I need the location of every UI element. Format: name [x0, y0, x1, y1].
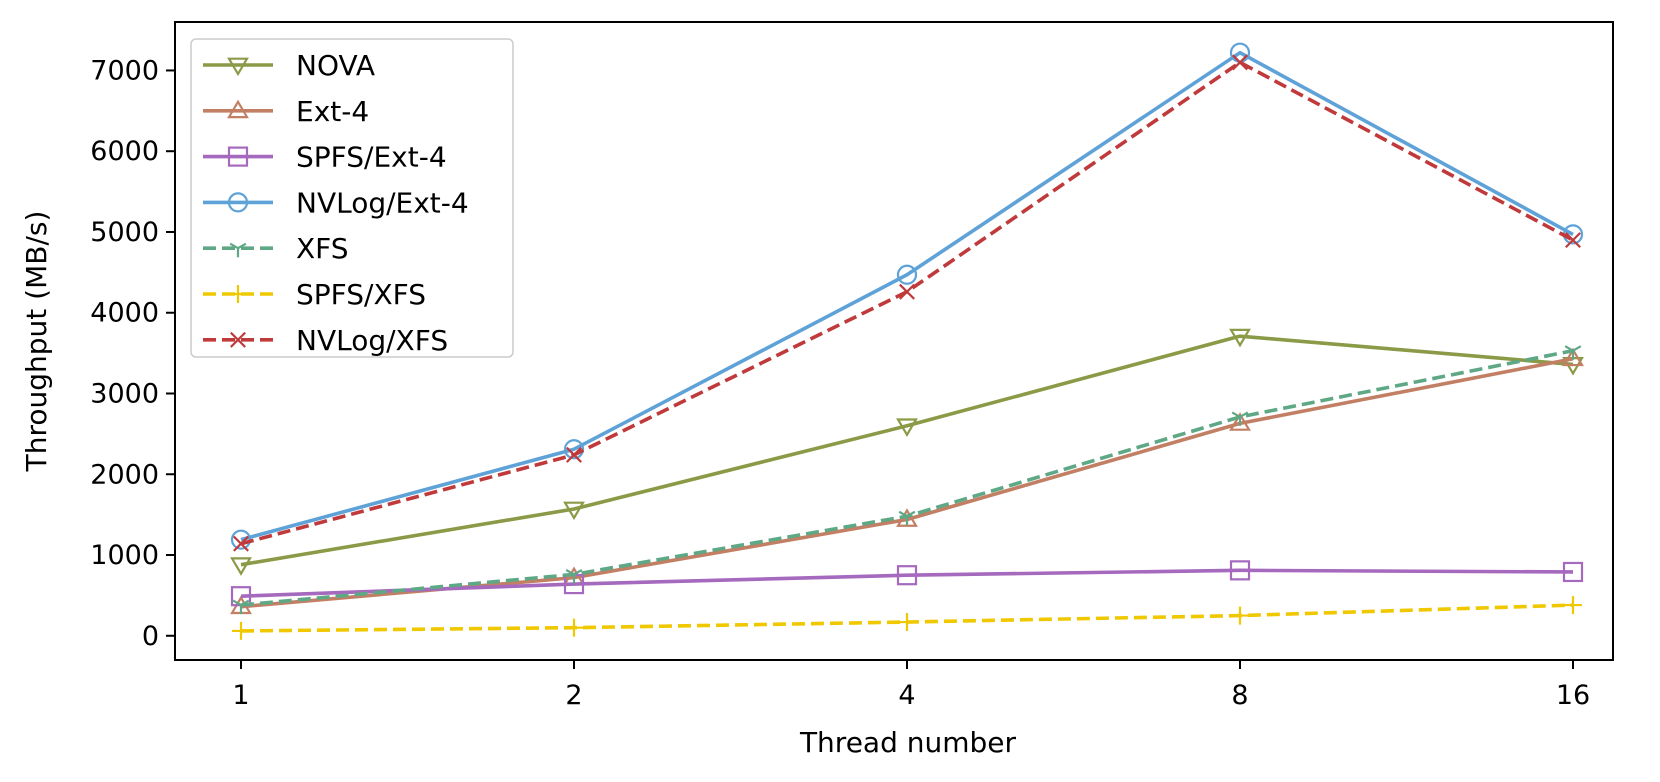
series-2-point-2	[896, 565, 918, 586]
y-tick-label-6: 6000	[90, 136, 159, 167]
series-0-point-3	[1229, 328, 1251, 348]
y-tick-label-5: 5000	[90, 217, 159, 248]
series-2-point-4	[1562, 561, 1584, 583]
y-tick-label-4: 4000	[90, 298, 159, 329]
x-tick-label-3: 8	[1231, 680, 1248, 711]
y-tick-label-0: 0	[142, 621, 159, 652]
series-4-point-4	[1564, 345, 1582, 360]
legend-entry-1: Ext-4	[203, 95, 369, 128]
series-1-point-3	[1229, 412, 1251, 431]
x-tick-label-1: 2	[565, 680, 582, 711]
series-4-point-1	[565, 568, 583, 584]
legend-marker-5	[229, 285, 247, 303]
series-2-point-3	[1229, 560, 1251, 581]
series-6-point-2	[899, 283, 915, 300]
series-4-point-3	[1231, 411, 1249, 426]
series-4-point-2	[898, 510, 916, 526]
legend-marker-2	[227, 146, 249, 167]
legend-entry-6: NVLog/XFS	[203, 324, 448, 357]
x-tick-label-4: 16	[1556, 680, 1590, 711]
y-tick-label-2: 2000	[90, 459, 159, 490]
series-5-point-2	[898, 613, 916, 632]
series-5-point-4	[1564, 596, 1582, 615]
legend-marker-0	[227, 57, 249, 77]
x-axis-label: Thread number	[799, 726, 1017, 759]
series-line-3	[240, 50, 1574, 542]
series-6	[233, 54, 1581, 552]
series-6-point-0	[233, 535, 249, 552]
legend-label-2: SPFS/Ext-4	[296, 141, 447, 174]
series-3-point-2	[896, 264, 918, 285]
series-line-2	[240, 568, 1574, 598]
legend-entry-0: NOVA	[203, 49, 375, 82]
legend-entry-2: SPFS/Ext-4	[203, 141, 447, 174]
series-4	[232, 345, 1582, 615]
legend-label-4: XFS	[296, 232, 349, 265]
x-tick-label-0: 1	[232, 680, 249, 711]
x-axis: 1 2 4 8 16	[232, 660, 1590, 711]
y-tick-label-3: 3000	[90, 378, 159, 409]
legend-entry-3: NVLog/Ext-4	[203, 186, 469, 219]
series-6-point-1	[566, 446, 582, 463]
series-0-point-2	[896, 418, 918, 437]
series-3	[230, 42, 1584, 550]
legend-marker-6	[230, 331, 246, 348]
legend-marker-3	[227, 192, 249, 213]
series-5-point-0	[232, 621, 250, 640]
legend-label-6: NVLog/XFS	[296, 324, 448, 357]
legend-label-1: Ext-4	[296, 95, 369, 128]
series-0-point-1	[563, 501, 585, 521]
legend-label-5: SPFS/XFS	[296, 278, 426, 311]
series-3-point-1	[563, 439, 585, 460]
series-6-point-4	[1565, 232, 1581, 249]
legend-marker-4	[229, 242, 247, 258]
x-tick-label-2: 4	[898, 680, 915, 711]
series-5-point-1	[565, 618, 583, 637]
series-layer	[230, 42, 1584, 640]
legend: NOVA Ext-4 SPFS/Ext-4 NVLog/Ext-4 XFS SPFS/XF…	[190, 38, 514, 358]
y-tick-label-1: 1000	[90, 540, 159, 571]
series-0-point-0	[230, 557, 252, 576]
series-4-point-0	[232, 599, 250, 615]
series-line-0	[240, 334, 1574, 567]
series-5	[232, 596, 1582, 640]
legend-marker-1	[227, 99, 249, 119]
legend-entry-4: XFS	[203, 232, 349, 265]
series-6-point-3	[1232, 54, 1248, 71]
legend-label-0: NOVA	[296, 49, 375, 82]
y-axis: 0 1000 2000 3000 4000 5000 6000 7000	[90, 55, 175, 652]
series-5-point-3	[1231, 606, 1249, 625]
y-axis-label: Throughput (MB/s)	[20, 211, 53, 473]
series-1-point-4	[1562, 347, 1584, 367]
legend-frame	[190, 38, 514, 358]
legend-entry-5: SPFS/XFS	[203, 278, 426, 311]
y-tick-label-7: 7000	[90, 55, 159, 86]
legend-label-3: NVLog/Ext-4	[296, 186, 469, 219]
